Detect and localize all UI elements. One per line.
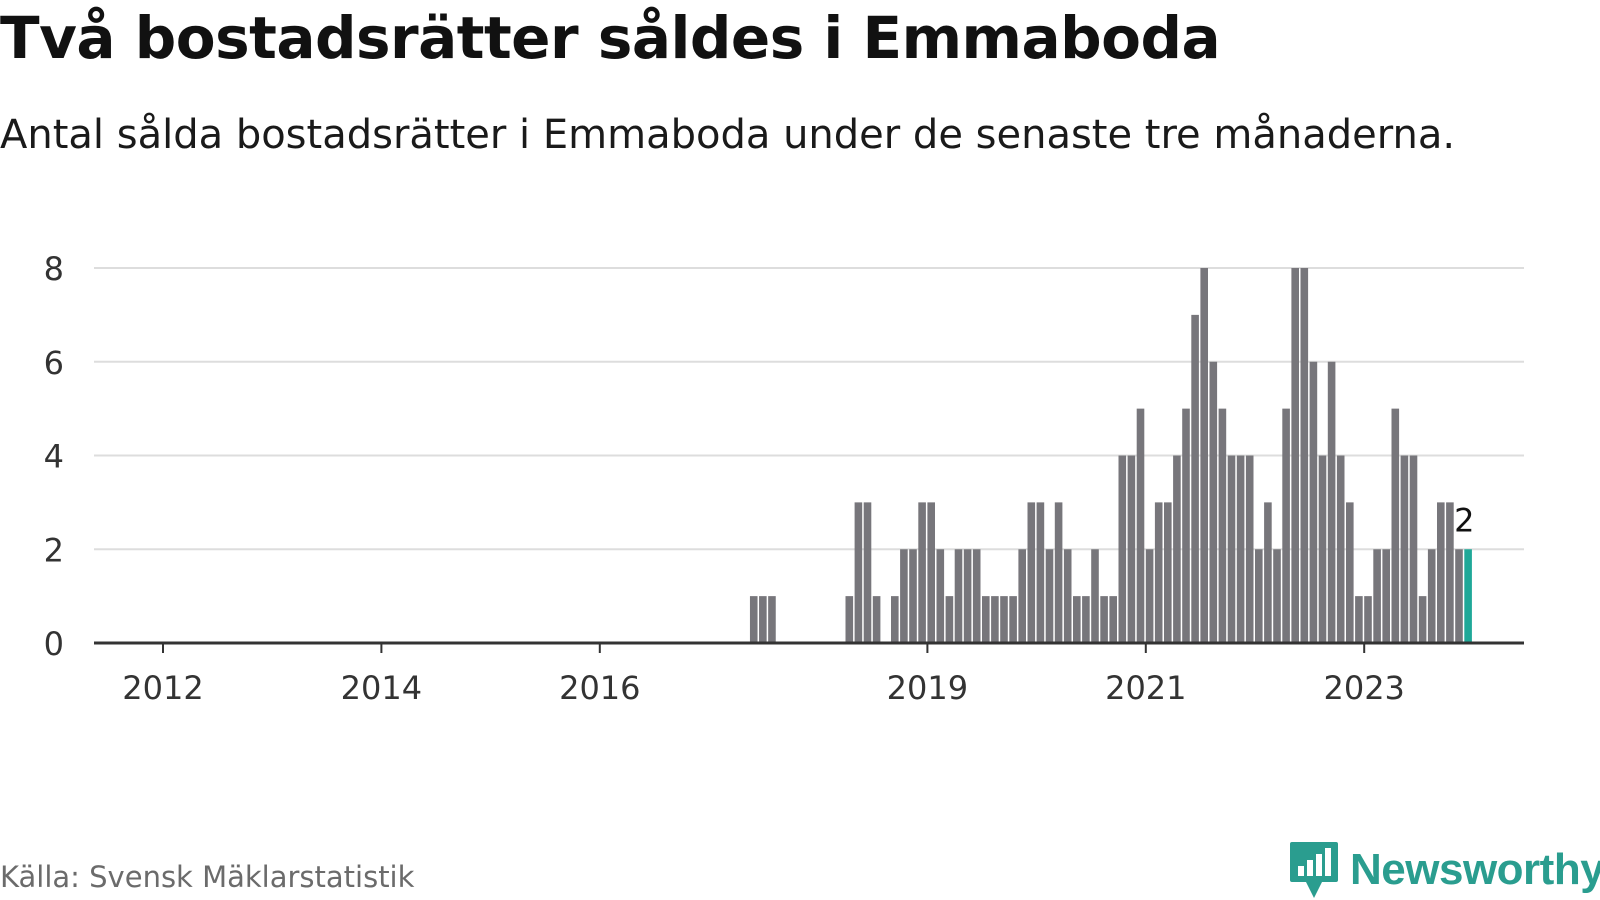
bar: [1118, 455, 1127, 643]
bar: [1045, 549, 1054, 643]
y-tick-label: 2: [44, 531, 64, 569]
bar: [1173, 455, 1181, 643]
bar: [1073, 596, 1081, 643]
bar: [1009, 596, 1017, 643]
bar: [945, 596, 954, 643]
bar: [972, 549, 981, 643]
y-tick-label: 4: [44, 438, 64, 476]
bar: [891, 596, 899, 643]
bar: [1409, 455, 1418, 643]
bar: [1100, 596, 1108, 643]
bar: [845, 596, 854, 643]
bar: [1391, 408, 1400, 643]
bar: [1145, 549, 1154, 643]
bar: [1355, 596, 1363, 643]
bar: [1191, 314, 1199, 643]
x-tick-label: 2019: [887, 669, 968, 707]
x-tick-label: 2012: [122, 669, 203, 707]
bar: [1382, 549, 1390, 643]
bar: [1446, 502, 1454, 643]
bar: [1264, 502, 1272, 643]
bar: [1346, 502, 1354, 643]
bar: [1245, 455, 1254, 643]
y-tick-label: 8: [44, 250, 64, 288]
bar: [768, 596, 776, 643]
bar: [1255, 549, 1263, 643]
y-tick-label: 6: [44, 344, 64, 382]
bar: [1273, 549, 1281, 643]
bar: [954, 549, 963, 643]
bar: [982, 596, 990, 643]
bar: [1227, 455, 1236, 643]
bar: [1418, 596, 1427, 643]
x-tick-label: 2016: [559, 669, 640, 707]
bar-chart: 0 2 4 6 8 2 2012 2014 2016 2019 2021 2023: [44, 250, 1524, 707]
bar: [854, 502, 863, 643]
bar: [1036, 502, 1045, 643]
bar: [1182, 408, 1190, 643]
bar: [1373, 549, 1381, 643]
bar: [749, 596, 758, 643]
bar: [1218, 408, 1227, 643]
bar: [1054, 502, 1063, 643]
x-tick-label: 2021: [1105, 669, 1186, 707]
newsworthy-logo: Newsworthy: [1288, 840, 1600, 900]
bar: [936, 549, 945, 643]
bar: [1300, 268, 1309, 643]
bar: [1082, 596, 1090, 643]
bar: [1236, 455, 1245, 643]
bar: [963, 549, 972, 643]
bar-highlight: [1464, 549, 1472, 643]
bar: [1109, 596, 1117, 643]
bar: [1136, 408, 1145, 643]
bar: [1027, 502, 1036, 643]
y-tick-label: 0: [44, 625, 64, 663]
bar: [759, 596, 767, 643]
bar: [1063, 549, 1072, 643]
chart-subtitle: Antal sålda bostadsrätter i Emmaboda und…: [0, 112, 1456, 158]
bar: [909, 549, 917, 643]
newsworthy-logo-text: Newsworthy: [1350, 845, 1600, 894]
bar: [1209, 361, 1218, 643]
bar: [1437, 502, 1445, 643]
bar: [1291, 268, 1299, 643]
x-tick-label: 2023: [1323, 669, 1404, 707]
bar: [1164, 502, 1172, 643]
bar: [927, 502, 935, 643]
data-label: 2: [1454, 501, 1474, 539]
bar: [1309, 361, 1318, 643]
bar: [1018, 549, 1026, 643]
bar: [1427, 549, 1436, 643]
bar: [1091, 549, 1099, 643]
bar: [918, 502, 926, 643]
bar: [1318, 455, 1327, 643]
bar: [1336, 455, 1345, 643]
bar: [872, 596, 881, 643]
x-tick-label: 2014: [341, 669, 422, 707]
chart-title: Två bostadsrätter såldes i Emmaboda: [0, 4, 1221, 72]
source-note: Källa: Svensk Mäklarstatistik: [0, 860, 415, 894]
bar: [1000, 596, 1008, 643]
bar: [1282, 408, 1290, 643]
bar: [1327, 361, 1336, 643]
bar: [863, 502, 872, 643]
bar: [1154, 502, 1163, 643]
newsworthy-logo-icon: [1290, 842, 1338, 898]
bar: [1455, 549, 1463, 643]
bar: [1127, 455, 1136, 643]
bar: [1200, 268, 1208, 643]
bar: [1400, 455, 1409, 643]
bar: [991, 596, 999, 643]
bar: [900, 549, 908, 643]
bar: [1364, 596, 1372, 643]
